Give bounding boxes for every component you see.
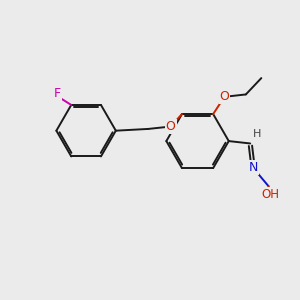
Text: OH: OH xyxy=(261,188,279,201)
Text: N: N xyxy=(248,161,258,174)
Text: O: O xyxy=(166,120,176,133)
Text: O: O xyxy=(220,90,230,103)
Text: H: H xyxy=(253,129,261,139)
Text: F: F xyxy=(54,87,61,100)
